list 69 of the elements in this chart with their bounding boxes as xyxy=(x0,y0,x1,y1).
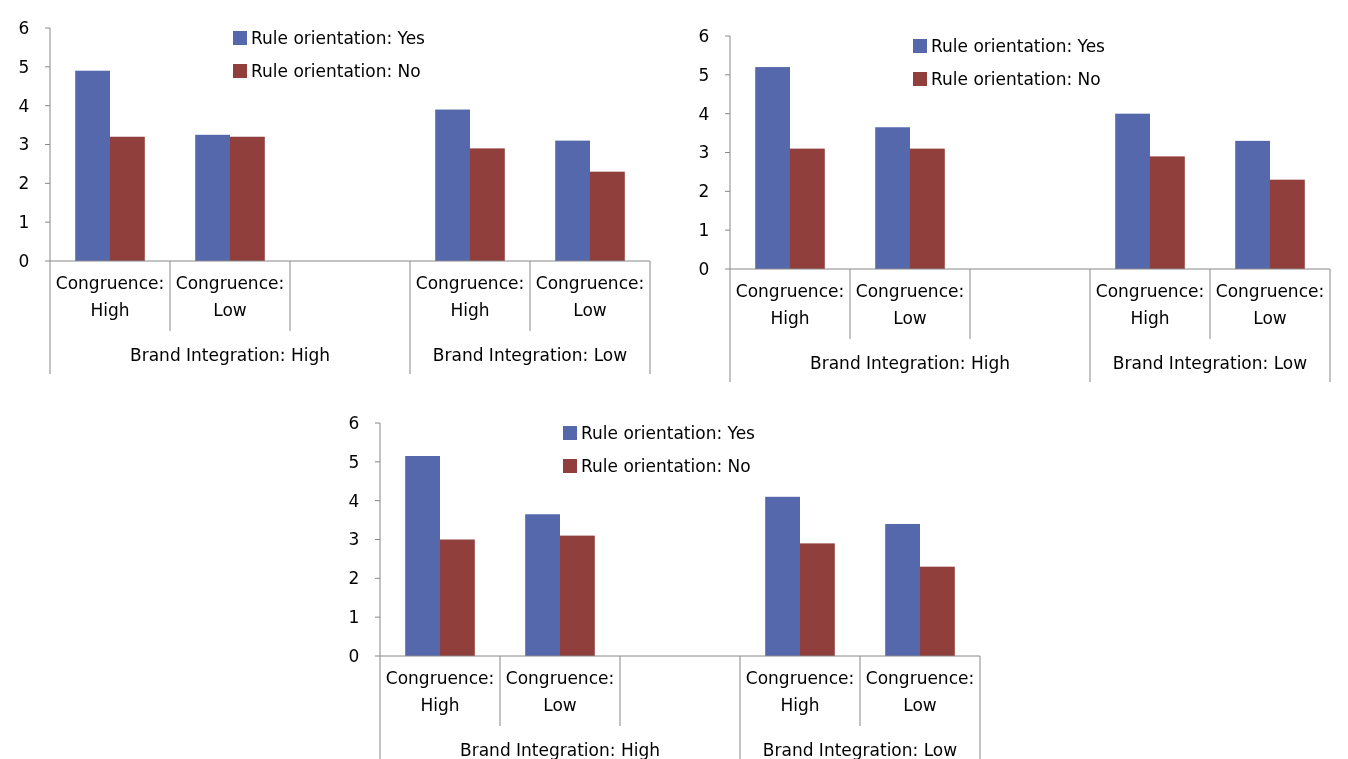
bar xyxy=(920,566,955,656)
y-tick-label: 2 xyxy=(348,568,360,589)
legend-label: Rule orientation: No xyxy=(251,60,421,81)
x-tick-label: Congruence: Low xyxy=(865,668,975,715)
bar xyxy=(1235,140,1270,269)
legend-label: Rule orientation: Yes xyxy=(251,27,426,48)
y-tick-label: 1 xyxy=(698,220,710,241)
bar xyxy=(110,136,145,261)
x-tick-label: Congruence: High xyxy=(1095,281,1205,328)
x-tick-label: Congruence: Low xyxy=(505,668,615,715)
bar xyxy=(525,514,560,656)
y-tick-label: 3 xyxy=(348,529,360,550)
legend-label: Rule orientation: Yes xyxy=(581,422,756,443)
x-tick-label: Congruence: Low xyxy=(855,281,965,328)
bar xyxy=(1270,179,1305,269)
y-tick-label: 4 xyxy=(348,490,360,511)
bar xyxy=(590,171,625,261)
text: Brand Integration: Low xyxy=(762,740,958,759)
bar xyxy=(435,109,470,261)
y-tick-label: 1 xyxy=(18,212,30,233)
x-tick-label: Congruence: High xyxy=(385,668,495,715)
text: Brand Integration: High xyxy=(130,345,330,365)
bar xyxy=(440,539,475,656)
x-tick-label: Congruence: High xyxy=(55,273,165,320)
text: Brand Integration: Low xyxy=(432,345,628,365)
y-tick-label: 5 xyxy=(348,451,360,472)
y-tick-label: 2 xyxy=(698,181,710,202)
bar xyxy=(555,140,590,261)
text: Brand Integration: High xyxy=(460,740,660,759)
bar xyxy=(875,127,910,269)
y-tick-label: 5 xyxy=(698,64,710,85)
y-tick-label: 1 xyxy=(348,607,360,628)
bar xyxy=(470,148,505,261)
y-tick-label: 0 xyxy=(348,645,360,666)
legend-label: Rule orientation: No xyxy=(931,68,1101,89)
y-tick-label: 0 xyxy=(18,250,30,271)
y-tick-label: 2 xyxy=(18,173,30,194)
bar xyxy=(800,543,835,656)
x-tick-label: Congruence: Low xyxy=(535,273,645,320)
bar xyxy=(790,148,825,269)
y-tick-label: 6 xyxy=(698,25,710,46)
text: Brand Integration: Low xyxy=(1112,353,1308,373)
y-tick-label: 3 xyxy=(18,134,30,155)
bar xyxy=(195,134,230,261)
bar xyxy=(1115,113,1150,269)
y-tick-label: 5 xyxy=(18,56,30,77)
bar xyxy=(75,70,110,261)
legend-label: Rule orientation: No xyxy=(581,455,751,476)
bar xyxy=(1150,156,1185,269)
x-tick-label: Congruence: Low xyxy=(175,273,285,320)
bar xyxy=(885,523,920,656)
x-tick-label: Congruence: High xyxy=(735,281,845,328)
bar xyxy=(560,535,595,656)
bar xyxy=(755,67,790,269)
y-tick-label: 0 xyxy=(698,258,710,279)
y-tick-label: 3 xyxy=(698,142,710,163)
bar xyxy=(765,496,800,656)
x-tick-label: Congruence: High xyxy=(415,273,525,320)
y-tick-label: 4 xyxy=(698,103,710,124)
x-tick-label: Congruence: High xyxy=(745,668,855,715)
x-tick-label: Congruence: Low xyxy=(1215,281,1325,328)
y-tick-label: 6 xyxy=(18,17,30,38)
y-tick-label: 4 xyxy=(18,95,30,116)
bar xyxy=(230,136,265,261)
y-tick-label: 6 xyxy=(348,412,360,433)
text: Brand Integration: High xyxy=(810,353,1010,373)
legend-label: Rule orientation: Yes xyxy=(931,35,1106,56)
bar xyxy=(910,148,945,269)
bar xyxy=(405,456,440,656)
